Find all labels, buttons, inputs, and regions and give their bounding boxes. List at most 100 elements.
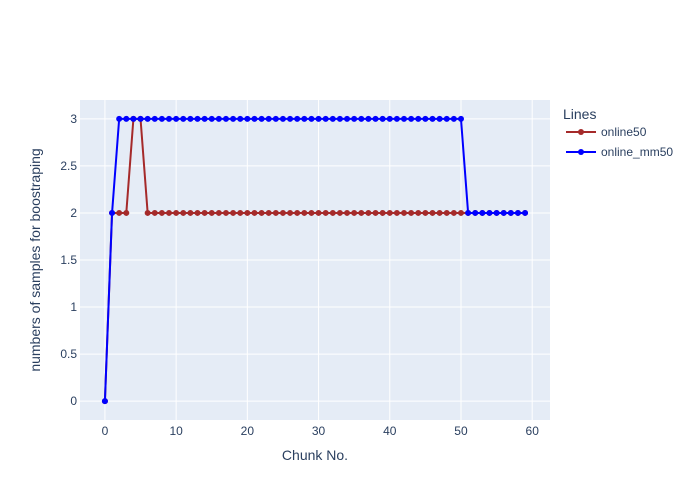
data-point — [116, 115, 123, 122]
data-point — [415, 115, 422, 122]
data-point — [301, 209, 308, 216]
data-point — [365, 115, 372, 122]
data-point — [258, 115, 265, 122]
y-tick-label: 1 — [70, 300, 77, 314]
data-point — [308, 209, 315, 216]
data-point — [116, 209, 123, 216]
data-point — [386, 209, 393, 216]
data-point — [158, 115, 165, 122]
data-point — [365, 209, 372, 216]
x-tick-label: 50 — [454, 424, 468, 438]
data-point — [287, 115, 294, 122]
series-online_mm50 — [101, 115, 529, 405]
data-point — [493, 209, 500, 216]
data-point — [401, 115, 408, 122]
legend-label: online50 — [601, 125, 647, 139]
data-point — [251, 209, 258, 216]
data-point — [336, 209, 343, 216]
data-point — [287, 209, 294, 216]
data-point — [237, 209, 244, 216]
data-point — [500, 209, 507, 216]
data-point — [514, 209, 521, 216]
data-point — [215, 209, 222, 216]
y-axis-title: numbers of samples for boostraping — [27, 148, 43, 371]
data-point — [315, 209, 322, 216]
data-point — [301, 115, 308, 122]
data-point — [265, 115, 272, 122]
data-point — [486, 209, 493, 216]
data-point — [272, 115, 279, 122]
data-point — [144, 115, 151, 122]
data-point — [386, 115, 393, 122]
legend-title: Lines — [563, 106, 596, 122]
data-point — [166, 209, 173, 216]
x-tick-label: 10 — [169, 424, 183, 438]
data-point — [465, 209, 472, 216]
legend-item-online_mm50[interactable]: online_mm50 — [566, 145, 673, 159]
legend[interactable]: Lines online50 online_mm50 — [563, 106, 673, 159]
x-tick-label: 60 — [526, 424, 540, 438]
data-point — [251, 115, 258, 122]
data-point — [415, 209, 422, 216]
data-point — [194, 115, 201, 122]
data-point — [379, 209, 386, 216]
data-point — [472, 209, 479, 216]
legend-item-online50[interactable]: online50 — [566, 125, 647, 139]
data-point — [322, 209, 329, 216]
y-tick-labels: 0 0.5 1 1.5 2 2.5 3 — [60, 112, 77, 408]
data-point — [294, 115, 301, 122]
data-point — [422, 209, 429, 216]
data-point — [329, 209, 336, 216]
data-point — [401, 209, 408, 216]
y-tick-label: 0.5 — [60, 347, 77, 361]
data-point — [137, 115, 144, 122]
data-point — [180, 115, 187, 122]
data-point — [230, 115, 237, 122]
data-point — [294, 209, 301, 216]
legend-swatch-marker — [578, 129, 584, 135]
x-tick-label: 40 — [383, 424, 397, 438]
y-tick-label: 0 — [70, 394, 77, 408]
data-point — [258, 209, 265, 216]
data-point — [144, 209, 151, 216]
data-point — [479, 209, 486, 216]
data-point — [443, 115, 450, 122]
data-point — [158, 209, 165, 216]
data-point — [436, 209, 443, 216]
data-point — [457, 115, 464, 122]
data-point — [429, 209, 436, 216]
y-tick-label: 2.5 — [60, 159, 77, 173]
x-tick-labels: 0 10 20 30 40 50 60 — [102, 424, 540, 438]
data-point — [422, 115, 429, 122]
data-point — [507, 209, 514, 216]
data-point — [358, 209, 365, 216]
data-point — [279, 115, 286, 122]
data-point — [265, 209, 272, 216]
data-point — [372, 209, 379, 216]
data-point — [187, 115, 194, 122]
data-point — [436, 115, 443, 122]
data-point — [215, 115, 222, 122]
data-point — [123, 209, 130, 216]
data-point — [443, 209, 450, 216]
data-point — [194, 209, 201, 216]
data-point — [450, 115, 457, 122]
data-point — [358, 115, 365, 122]
data-point — [187, 209, 194, 216]
data-point — [344, 115, 351, 122]
data-point — [429, 115, 436, 122]
data-point — [344, 209, 351, 216]
data-point — [130, 115, 137, 122]
legend-label: online_mm50 — [601, 145, 673, 159]
data-point — [522, 209, 529, 216]
data-point — [393, 115, 400, 122]
data-point — [450, 209, 457, 216]
data-point — [408, 209, 415, 216]
y-tick-label: 3 — [70, 112, 77, 126]
x-tick-label: 0 — [102, 424, 109, 438]
data-point — [230, 209, 237, 216]
data-point — [166, 115, 173, 122]
data-point — [208, 209, 215, 216]
x-tick-label: 30 — [312, 424, 326, 438]
